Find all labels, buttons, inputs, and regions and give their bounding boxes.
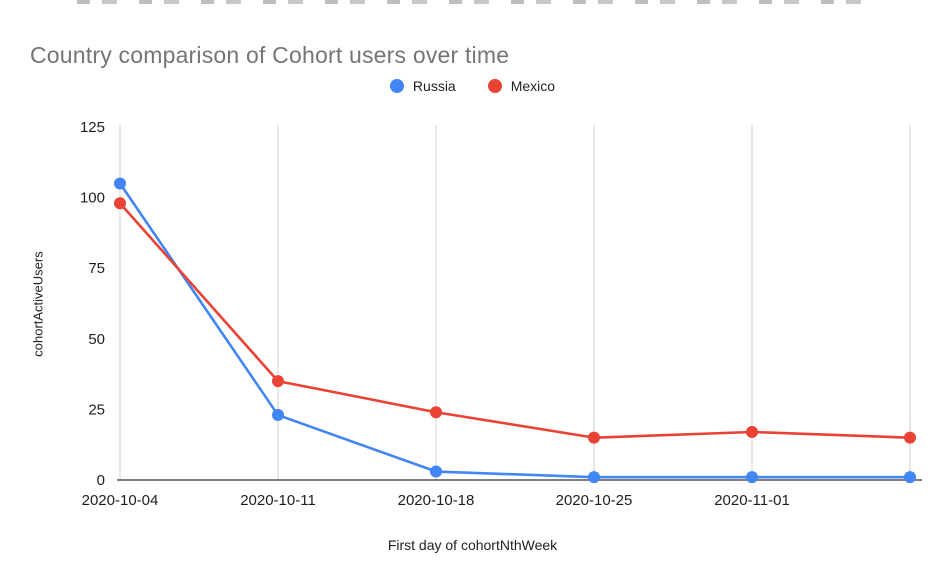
x-axis-label: First day of cohortNthWeek xyxy=(387,537,558,553)
x-tick-label: 2020-10-11 xyxy=(240,492,316,509)
data-point-russia xyxy=(746,471,758,484)
y-tick-label: 75 xyxy=(88,260,105,277)
data-point-mexico xyxy=(114,197,126,210)
data-point-russia xyxy=(904,471,916,484)
data-point-mexico xyxy=(272,375,284,388)
legend-item-russia: Russia xyxy=(389,78,456,94)
legend-dot-mexico xyxy=(487,79,502,93)
cropped-text-artifact xyxy=(55,0,870,4)
data-point-mexico xyxy=(588,431,600,444)
y-tick-label: 0 xyxy=(97,472,105,489)
series-line-russia xyxy=(118,182,912,479)
y-tick-label: 100 xyxy=(80,190,105,207)
y-tick-label: 125 xyxy=(80,119,105,136)
legend-dot-russia xyxy=(389,79,404,93)
x-tick-label: 2020-10-25 xyxy=(556,492,633,509)
legend-label: Russia xyxy=(412,78,456,94)
chart-title: Country comparison of Cohort users over … xyxy=(30,42,510,69)
y-tick-label: 25 xyxy=(88,401,105,418)
data-point-mexico xyxy=(430,406,442,419)
data-point-russia xyxy=(430,465,442,478)
x-tick-label: 2020-10-04 xyxy=(82,492,159,509)
data-point-russia xyxy=(272,409,284,422)
y-tick-label: 50 xyxy=(88,331,105,348)
data-point-mexico xyxy=(746,425,758,438)
x-tick-label: 2020-11-01 xyxy=(714,492,790,509)
chart-legend: Russia Mexico xyxy=(0,78,945,94)
legend-item-mexico: Mexico xyxy=(487,78,556,94)
x-tick-label: 2020-10-18 xyxy=(398,492,475,509)
data-point-mexico xyxy=(904,431,916,444)
series-line-mexico xyxy=(118,201,912,439)
data-point-russia xyxy=(114,177,126,190)
data-point-russia xyxy=(588,471,600,484)
legend-label: Mexico xyxy=(510,78,556,94)
